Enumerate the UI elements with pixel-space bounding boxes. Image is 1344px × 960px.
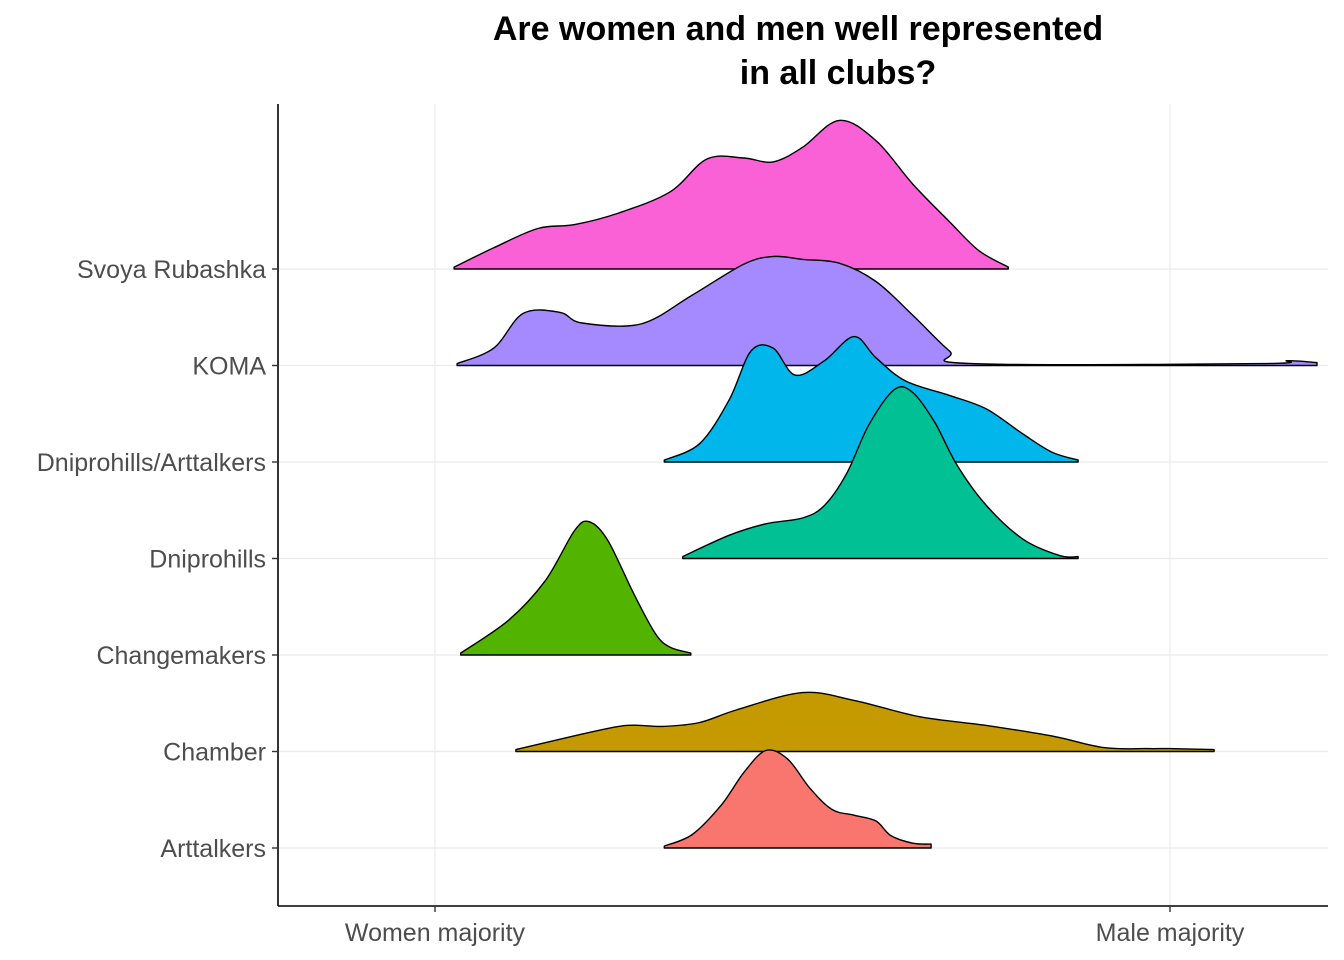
x-tick-label-women-majority: Women majority <box>345 919 526 947</box>
ridge-koma <box>456 255 1318 367</box>
y-tick-label-koma: KOMA <box>192 353 266 381</box>
y-tick-label-dniprohills: Dniprohills <box>149 546 266 574</box>
ridge-arttalkers <box>663 749 932 849</box>
x-tick-label-male-majority: Male majority <box>1096 919 1245 947</box>
y-tick-label-changemakers: Changemakers <box>96 642 266 670</box>
y-tick-label-arttalkers: Arttalkers <box>160 835 266 863</box>
chart-title-line-1: Are women and men well represented <box>492 10 1104 48</box>
chart-title-line-2: in all clubs? <box>739 54 937 92</box>
y-axis-ticks: Arttalkers Chamber Changemakers Dniprohills… <box>37 256 278 863</box>
y-tick-label-chamber: Chamber <box>163 739 266 767</box>
ridge-dniprohills <box>682 386 1079 560</box>
ridge-chamber <box>515 691 1215 753</box>
ridge-svoya-rubashka <box>453 119 1009 270</box>
density-ridges <box>453 119 1318 849</box>
ridge-changemakers <box>460 520 692 656</box>
axes <box>277 104 1328 907</box>
x-axis-ticks: Women majority Male majority <box>345 906 1245 947</box>
y-tick-label-svoya-rubashka: Svoya Rubashka <box>77 256 266 284</box>
y-tick-label-dniprohills-arttalkers: Dniprohills/Arttalkers <box>37 449 266 477</box>
ridge-dniprohills-arttalkers <box>663 335 1079 463</box>
